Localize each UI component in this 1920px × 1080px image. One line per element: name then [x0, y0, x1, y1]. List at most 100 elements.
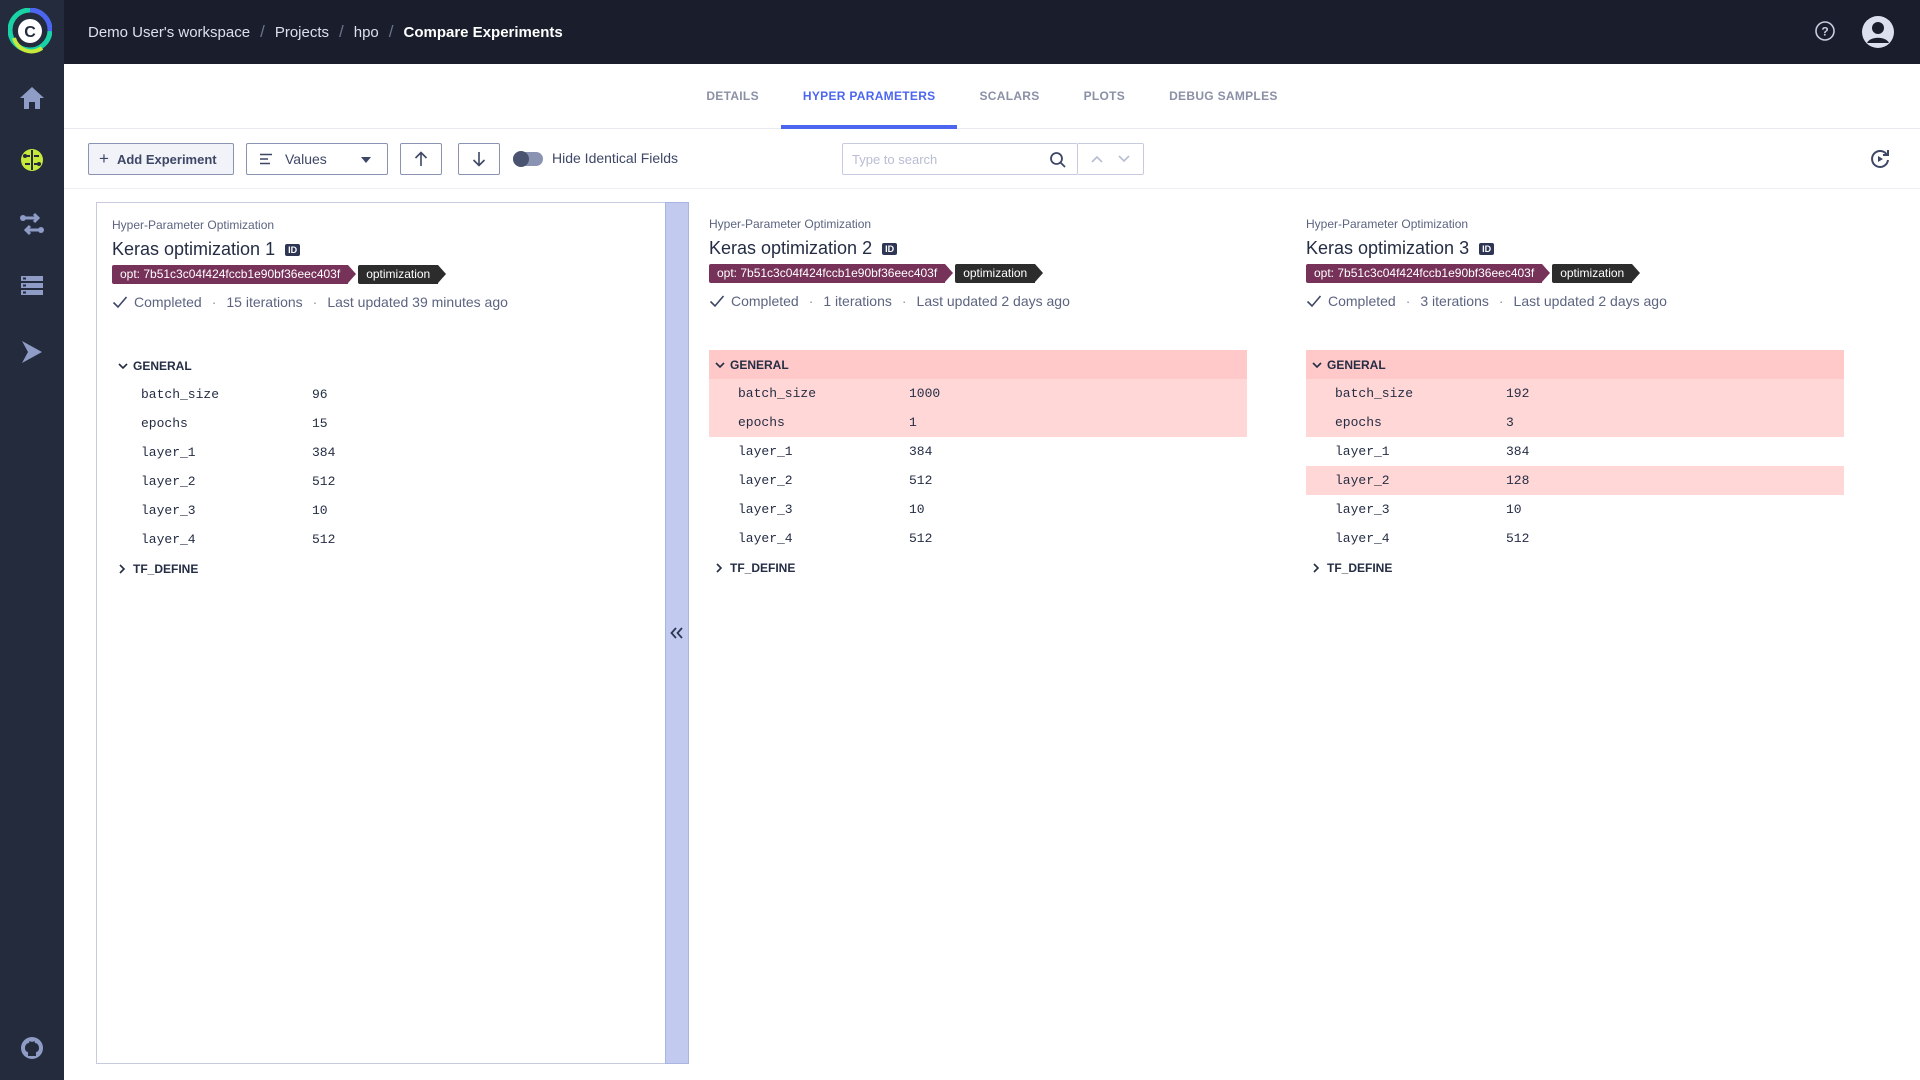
param-value: 15 [312, 416, 328, 431]
compare-tabs: DETAILS HYPER PARAMETERS SCALARS PLOTS D… [64, 64, 1920, 129]
breadcrumb-workspace[interactable]: Demo User's workspace [88, 23, 251, 41]
param-key: batch_size [738, 386, 817, 401]
experiment-name[interactable]: Keras optimization 3 [1306, 238, 1470, 258]
param-key: layer_1 [738, 444, 793, 459]
experiment-type: Hyper-Parameter Optimization [1306, 217, 1469, 231]
separator-dot: · [808, 293, 814, 309]
tag-opt: opt: 7b51c3c04f424fccb1e90bf36eec403f [709, 264, 954, 283]
experiments-brain-icon[interactable] [16, 144, 48, 176]
user-avatar-icon[interactable] [1862, 16, 1894, 48]
section-general[interactable]: GENERAL [112, 351, 632, 380]
param-key: epochs [738, 415, 785, 430]
param-value: 10 [909, 502, 925, 517]
status-text: Completed [731, 293, 799, 309]
param-key: batch_size [1335, 386, 1414, 401]
tab-details[interactable]: DETAILS [706, 89, 759, 103]
id-badge[interactable]: ID [285, 243, 301, 256]
section-tf-define[interactable]: TF_DEFINE [709, 553, 1247, 582]
tag-list: opt: 7b51c3c04f424fccb1e90bf36eec403f op… [1306, 264, 1884, 283]
params-table-2: GENERAL batch_size 1000 epochs 1 layer_1 38… [709, 350, 1247, 582]
chevron-down-icon [1312, 361, 1324, 369]
separator-dot: · [211, 294, 217, 310]
search-input[interactable] [852, 151, 1042, 167]
chevron-down-icon [361, 157, 371, 163]
params-table-1: GENERAL batch_size 96 epochs 15 layer_1 384… [112, 351, 632, 583]
status-row: Completed · 1 iterations · Last updated … [709, 293, 1287, 309]
param-row: epochs 15 [112, 409, 632, 438]
refresh-icon[interactable] [1868, 147, 1892, 171]
last-updated-text: Last updated 2 days ago [916, 293, 1070, 309]
chevron-down-icon [118, 362, 130, 370]
param-row: batch_size 192 [1306, 379, 1844, 408]
home-icon[interactable] [16, 82, 48, 114]
search-prev-chevron-up-icon[interactable] [1090, 154, 1104, 164]
section-label: TF_DEFINE [1327, 560, 1393, 575]
section-label: GENERAL [1327, 357, 1386, 372]
experiment-type: Hyper-Parameter Optimization [112, 218, 275, 232]
datasets-icon[interactable] [16, 270, 48, 302]
param-value: 512 [909, 473, 933, 488]
param-value: 1 [909, 415, 917, 430]
tag-list: opt: 7b51c3c04f424fccb1e90bf36eec403f op… [112, 265, 688, 284]
experiment-name[interactable]: Keras optimization 1 [112, 239, 276, 259]
view-mode-value: Values [285, 151, 327, 167]
experiment-name-row: Keras optimization 2 ID [709, 238, 1287, 259]
section-tf-define[interactable]: TF_DEFINE [112, 554, 632, 583]
tag-list: opt: 7b51c3c04f424fccb1e90bf36eec403f op… [709, 264, 1287, 283]
section-label: TF_DEFINE [133, 561, 199, 576]
breadcrumb-projects[interactable]: Projects [274, 23, 329, 41]
next-diff-button[interactable] [458, 143, 500, 175]
pipelines-icon[interactable] [16, 208, 48, 240]
view-mode-select[interactable]: Values [246, 143, 388, 175]
chevron-right-icon [715, 562, 727, 573]
param-key: layer_3 [1335, 502, 1390, 517]
previous-diff-button[interactable] [400, 143, 442, 175]
id-badge[interactable]: ID [882, 242, 898, 255]
last-updated-text: Last updated 39 minutes ago [327, 294, 508, 310]
param-value: 512 [1506, 531, 1530, 546]
clearml-logo[interactable]: C [7, 7, 53, 54]
param-row: layer_3 10 [112, 496, 632, 525]
param-row: epochs 1 [709, 408, 1247, 437]
tab-scalars[interactable]: SCALARS [979, 89, 1040, 103]
separator-dot: · [1405, 293, 1411, 309]
section-label: TF_DEFINE [730, 560, 796, 575]
github-icon[interactable] [20, 1036, 44, 1060]
tab-debug-samples[interactable]: DEBUG SAMPLES [1169, 89, 1278, 103]
double-chevron-left-icon [670, 627, 683, 639]
param-value: 10 [312, 503, 328, 518]
deploy-icon[interactable] [16, 336, 48, 368]
tag-optimization: optimization [1552, 264, 1641, 283]
param-row: layer_2 512 [112, 467, 632, 496]
add-experiment-button[interactable]: + Add Experiment [88, 143, 234, 175]
status-row: Completed · 15 iterations · Last updated… [112, 294, 688, 310]
experiment-panel-3: Hyper-Parameter Optimization Keras optim… [1291, 202, 1884, 1064]
section-general[interactable]: GENERAL [1306, 350, 1844, 379]
help-icon[interactable]: ? [1814, 20, 1836, 42]
arrow-up-icon [414, 151, 428, 166]
search-icon[interactable] [1049, 151, 1067, 169]
section-general[interactable]: GENERAL [709, 350, 1247, 379]
param-key: layer_3 [738, 502, 793, 517]
collapse-panel-bar[interactable] [665, 202, 689, 1064]
param-key: layer_4 [141, 532, 196, 547]
param-value: 3 [1506, 415, 1514, 430]
search-next-chevron-down-icon[interactable] [1117, 154, 1131, 164]
param-row: epochs 3 [1306, 408, 1844, 437]
check-icon [709, 294, 725, 308]
param-value: 512 [312, 532, 336, 547]
tag-optimization: optimization [955, 264, 1044, 283]
chevron-down-icon [715, 361, 727, 369]
tab-hyper-parameters[interactable]: HYPER PARAMETERS [780, 64, 958, 129]
param-value: 96 [312, 387, 328, 402]
experiment-type: Hyper-Parameter Optimization [709, 217, 872, 231]
section-label: GENERAL [730, 357, 789, 372]
experiment-name[interactable]: Keras optimization 2 [709, 238, 873, 258]
breadcrumb-project[interactable]: hpo [353, 23, 379, 41]
hide-identical-toggle[interactable] [513, 151, 543, 167]
section-tf-define[interactable]: TF_DEFINE [1306, 553, 1844, 582]
page-title: Compare Experiments [403, 23, 563, 41]
tab-plots[interactable]: PLOTS [1083, 89, 1126, 103]
experiment-header-3: Hyper-Parameter Optimization Keras optim… [1306, 217, 1884, 309]
id-badge[interactable]: ID [1479, 242, 1495, 255]
